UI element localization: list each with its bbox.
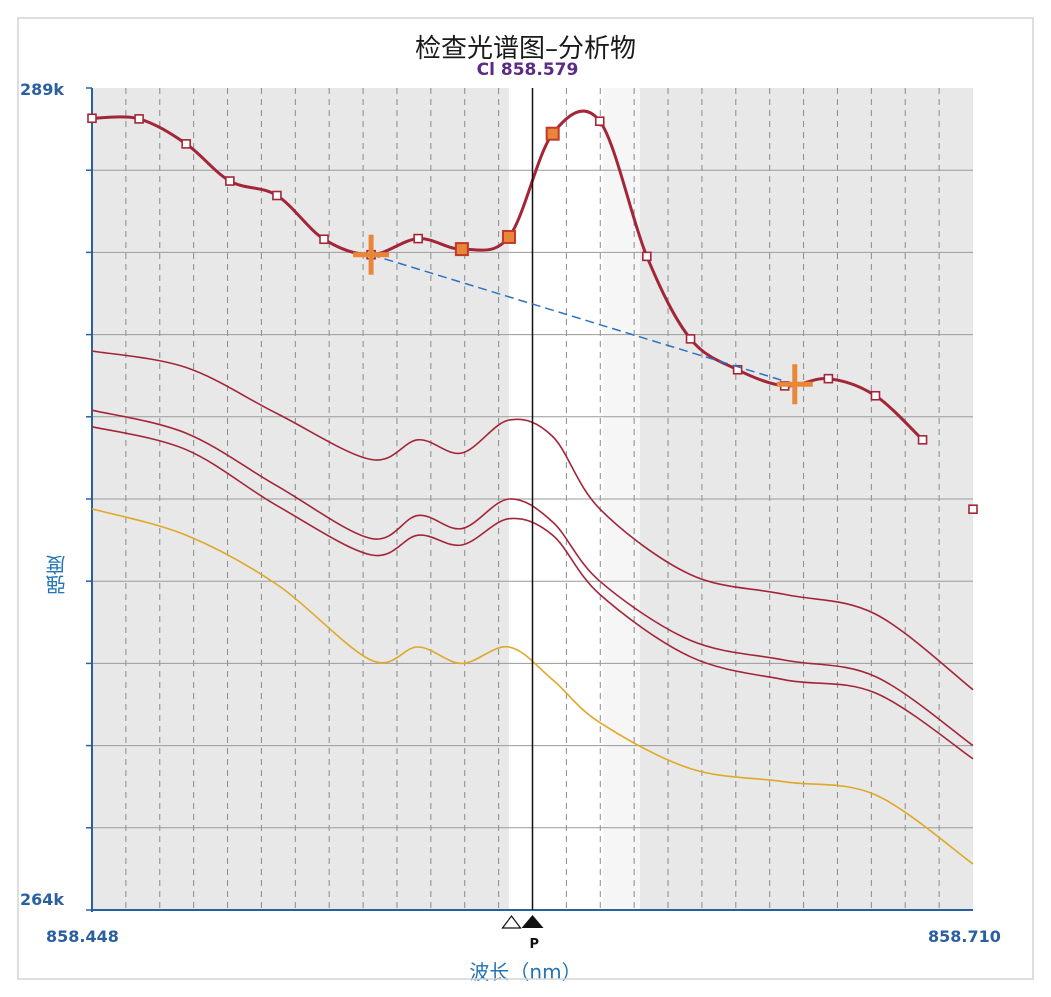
peak-marker-triangle[interactable] bbox=[521, 915, 544, 928]
series-line-replicate-3[interactable] bbox=[91, 425, 974, 760]
x-tick-label-min: 858.448 bbox=[46, 927, 119, 946]
data-point[interactable] bbox=[134, 114, 144, 124]
data-point[interactable] bbox=[181, 139, 191, 149]
data-point[interactable] bbox=[732, 364, 743, 375]
data-point[interactable] bbox=[501, 229, 516, 244]
data-point[interactable] bbox=[87, 113, 97, 124]
chart-frame bbox=[17, 17, 1034, 980]
data-point[interactable] bbox=[594, 116, 605, 127]
x-axis-label: 波长（nm） bbox=[0, 956, 1051, 985]
data-point[interactable] bbox=[968, 504, 978, 514]
data-point[interactable] bbox=[319, 234, 329, 245]
x-tick-label-max: 858.710 bbox=[928, 927, 1001, 946]
series-line-replicate-1[interactable] bbox=[91, 350, 974, 691]
chart-title: 检查光谱图–分析物 bbox=[0, 28, 1051, 65]
reference-marker-triangle[interactable] bbox=[501, 915, 522, 929]
data-point[interactable] bbox=[823, 373, 834, 384]
series-line-replicate-2[interactable] bbox=[91, 409, 974, 747]
peak-position-marker[interactable]: P bbox=[501, 915, 544, 952]
data-point[interactable] bbox=[870, 390, 881, 401]
data-point[interactable] bbox=[642, 251, 652, 262]
data-point[interactable] bbox=[454, 242, 469, 257]
peak-marker-label: Cl 858.579 bbox=[476, 60, 579, 80]
data-point[interactable] bbox=[917, 435, 928, 445]
data-point[interactable] bbox=[272, 190, 282, 201]
y-tick-label-max: 289k bbox=[20, 80, 65, 99]
data-point[interactable] bbox=[685, 334, 696, 344]
y-tick-label-min: 264k bbox=[20, 890, 65, 909]
data-point[interactable] bbox=[545, 126, 560, 141]
data-point[interactable] bbox=[413, 233, 423, 244]
background-points bbox=[353, 234, 813, 405]
peak-marker-p-label: P bbox=[530, 937, 540, 952]
data-point[interactable] bbox=[225, 176, 235, 186]
background-correction-line bbox=[370, 253, 796, 385]
series-line-blank[interactable] bbox=[91, 508, 974, 865]
